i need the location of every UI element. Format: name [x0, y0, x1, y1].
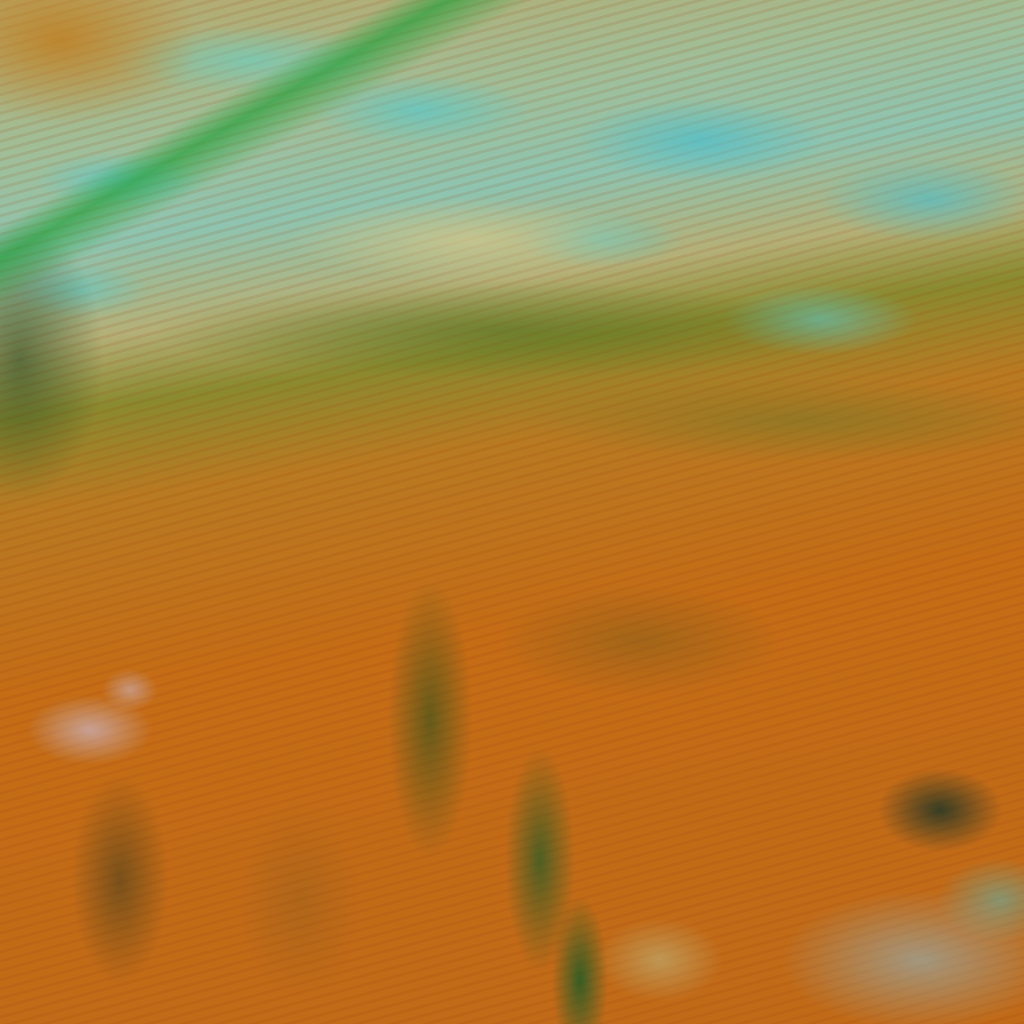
- satellite-image: [0, 0, 1024, 1024]
- southeast-clouds: [0, 0, 1024, 1024]
